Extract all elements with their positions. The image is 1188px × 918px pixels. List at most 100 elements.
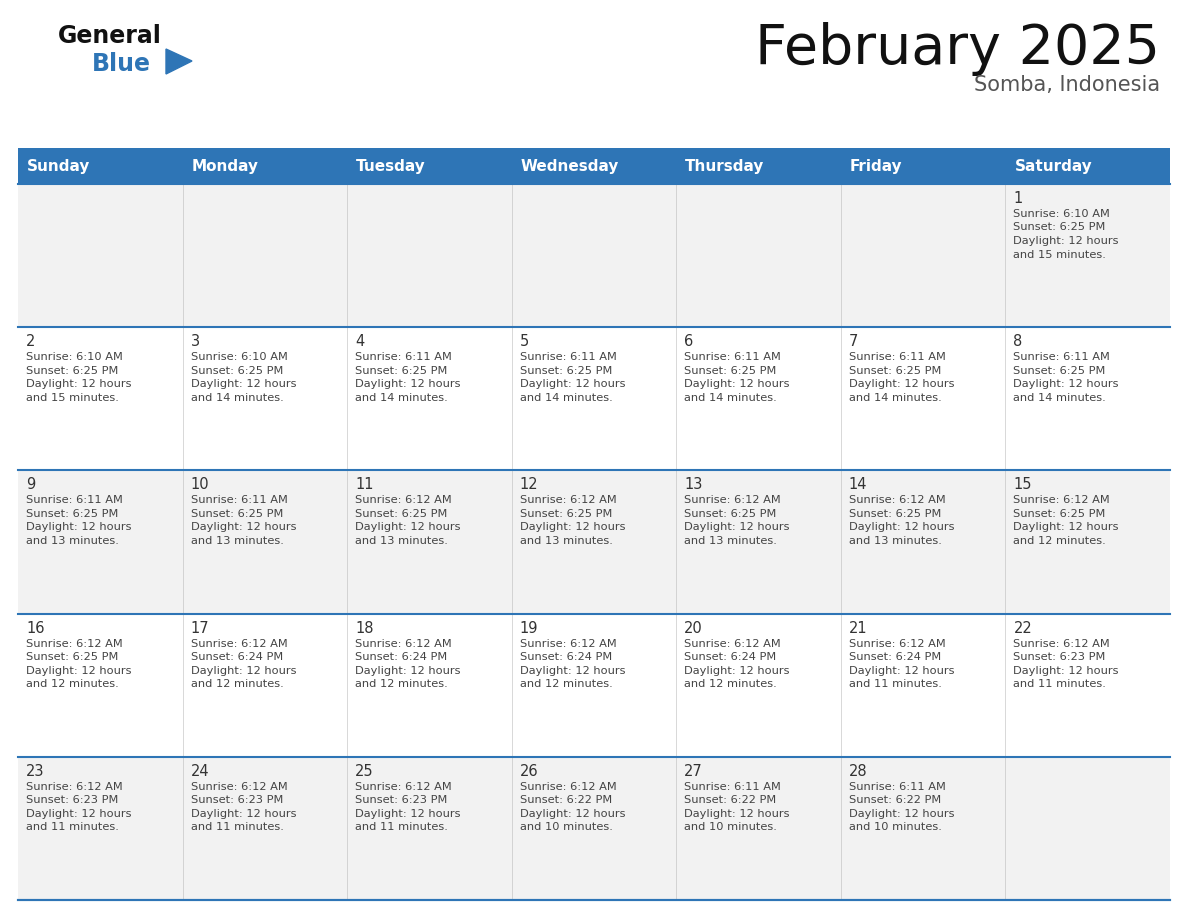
Text: 2: 2 xyxy=(26,334,36,349)
Text: Daylight: 12 hours: Daylight: 12 hours xyxy=(26,809,132,819)
Text: and 11 minutes.: and 11 minutes. xyxy=(190,823,284,833)
Bar xyxy=(841,148,1005,184)
Bar xyxy=(676,184,841,327)
Text: Sunrise: 6:12 AM: Sunrise: 6:12 AM xyxy=(1013,639,1110,649)
Text: and 15 minutes.: and 15 minutes. xyxy=(1013,250,1106,260)
Text: Daylight: 12 hours: Daylight: 12 hours xyxy=(26,666,132,676)
Text: Tuesday: Tuesday xyxy=(356,159,425,174)
Bar xyxy=(512,184,676,327)
Text: and 14 minutes.: and 14 minutes. xyxy=(849,393,942,403)
Bar xyxy=(512,148,676,184)
Bar xyxy=(1005,470,1170,613)
Bar xyxy=(676,470,841,613)
Text: Daylight: 12 hours: Daylight: 12 hours xyxy=(355,379,461,389)
Text: Daylight: 12 hours: Daylight: 12 hours xyxy=(519,666,625,676)
Text: Daylight: 12 hours: Daylight: 12 hours xyxy=(1013,522,1119,532)
Text: 25: 25 xyxy=(355,764,374,778)
Text: Saturday: Saturday xyxy=(1015,159,1092,174)
Text: Sunset: 6:24 PM: Sunset: 6:24 PM xyxy=(684,652,777,662)
Text: Daylight: 12 hours: Daylight: 12 hours xyxy=(355,666,461,676)
Text: and 10 minutes.: and 10 minutes. xyxy=(849,823,942,833)
Text: Sunset: 6:25 PM: Sunset: 6:25 PM xyxy=(519,365,612,375)
Bar xyxy=(183,756,347,900)
Text: Daylight: 12 hours: Daylight: 12 hours xyxy=(190,522,296,532)
Text: Sunset: 6:22 PM: Sunset: 6:22 PM xyxy=(849,795,941,805)
Text: Daylight: 12 hours: Daylight: 12 hours xyxy=(684,379,790,389)
Text: and 12 minutes.: and 12 minutes. xyxy=(519,679,613,689)
Text: Daylight: 12 hours: Daylight: 12 hours xyxy=(849,379,954,389)
Polygon shape xyxy=(166,49,192,74)
Bar xyxy=(18,470,183,613)
Text: Sunrise: 6:11 AM: Sunrise: 6:11 AM xyxy=(519,353,617,363)
Bar xyxy=(1005,148,1170,184)
Text: 8: 8 xyxy=(1013,334,1023,349)
Bar xyxy=(347,470,512,613)
Bar xyxy=(512,613,676,756)
Text: Daylight: 12 hours: Daylight: 12 hours xyxy=(355,522,461,532)
Bar xyxy=(512,756,676,900)
Text: Sunset: 6:23 PM: Sunset: 6:23 PM xyxy=(1013,652,1106,662)
Text: Sunset: 6:25 PM: Sunset: 6:25 PM xyxy=(1013,509,1106,519)
Text: and 14 minutes.: and 14 minutes. xyxy=(684,393,777,403)
Text: Sunset: 6:25 PM: Sunset: 6:25 PM xyxy=(190,509,283,519)
Text: Thursday: Thursday xyxy=(685,159,765,174)
Text: Sunset: 6:25 PM: Sunset: 6:25 PM xyxy=(355,509,448,519)
Text: Daylight: 12 hours: Daylight: 12 hours xyxy=(849,809,954,819)
Text: Daylight: 12 hours: Daylight: 12 hours xyxy=(1013,379,1119,389)
Text: 22: 22 xyxy=(1013,621,1032,635)
Text: Daylight: 12 hours: Daylight: 12 hours xyxy=(519,809,625,819)
Bar xyxy=(18,756,183,900)
Text: Sunrise: 6:12 AM: Sunrise: 6:12 AM xyxy=(355,782,451,792)
Text: 16: 16 xyxy=(26,621,44,635)
Text: 23: 23 xyxy=(26,764,44,778)
Text: and 14 minutes.: and 14 minutes. xyxy=(1013,393,1106,403)
Text: and 12 minutes.: and 12 minutes. xyxy=(1013,536,1106,546)
Text: Sunset: 6:25 PM: Sunset: 6:25 PM xyxy=(684,365,777,375)
Bar xyxy=(1005,327,1170,470)
Text: Sunrise: 6:12 AM: Sunrise: 6:12 AM xyxy=(519,496,617,506)
Text: Sunrise: 6:11 AM: Sunrise: 6:11 AM xyxy=(849,782,946,792)
Text: 3: 3 xyxy=(190,334,200,349)
Text: 5: 5 xyxy=(519,334,529,349)
Text: and 14 minutes.: and 14 minutes. xyxy=(519,393,613,403)
Text: Sunrise: 6:11 AM: Sunrise: 6:11 AM xyxy=(1013,353,1111,363)
Text: 28: 28 xyxy=(849,764,867,778)
Text: and 10 minutes.: and 10 minutes. xyxy=(519,823,613,833)
Text: Sunrise: 6:12 AM: Sunrise: 6:12 AM xyxy=(684,639,781,649)
Text: Friday: Friday xyxy=(849,159,903,174)
Bar xyxy=(676,756,841,900)
Text: and 12 minutes.: and 12 minutes. xyxy=(190,679,283,689)
Text: 19: 19 xyxy=(519,621,538,635)
Bar xyxy=(18,148,183,184)
Text: and 12 minutes.: and 12 minutes. xyxy=(684,679,777,689)
Text: and 13 minutes.: and 13 minutes. xyxy=(849,536,942,546)
Text: Sunset: 6:25 PM: Sunset: 6:25 PM xyxy=(190,365,283,375)
Text: 27: 27 xyxy=(684,764,703,778)
Text: Sunrise: 6:10 AM: Sunrise: 6:10 AM xyxy=(190,353,287,363)
Text: Sunrise: 6:12 AM: Sunrise: 6:12 AM xyxy=(1013,496,1110,506)
Text: 13: 13 xyxy=(684,477,702,492)
Bar xyxy=(676,148,841,184)
Text: 1: 1 xyxy=(1013,191,1023,206)
Text: Sunrise: 6:12 AM: Sunrise: 6:12 AM xyxy=(849,496,946,506)
Bar xyxy=(841,184,1005,327)
Text: Sunset: 6:25 PM: Sunset: 6:25 PM xyxy=(849,365,941,375)
Text: Daylight: 12 hours: Daylight: 12 hours xyxy=(190,666,296,676)
Text: and 11 minutes.: and 11 minutes. xyxy=(355,823,448,833)
Text: Sunrise: 6:12 AM: Sunrise: 6:12 AM xyxy=(355,639,451,649)
Bar xyxy=(183,148,347,184)
Text: 9: 9 xyxy=(26,477,36,492)
Bar xyxy=(18,613,183,756)
Text: and 11 minutes.: and 11 minutes. xyxy=(26,823,119,833)
Text: Daylight: 12 hours: Daylight: 12 hours xyxy=(190,379,296,389)
Bar xyxy=(841,613,1005,756)
Text: 12: 12 xyxy=(519,477,538,492)
Bar xyxy=(1005,184,1170,327)
Text: Sunset: 6:22 PM: Sunset: 6:22 PM xyxy=(519,795,612,805)
Bar xyxy=(347,184,512,327)
Text: Sunrise: 6:12 AM: Sunrise: 6:12 AM xyxy=(519,639,617,649)
Bar xyxy=(183,184,347,327)
Text: 7: 7 xyxy=(849,334,858,349)
Text: 14: 14 xyxy=(849,477,867,492)
Text: Daylight: 12 hours: Daylight: 12 hours xyxy=(190,809,296,819)
